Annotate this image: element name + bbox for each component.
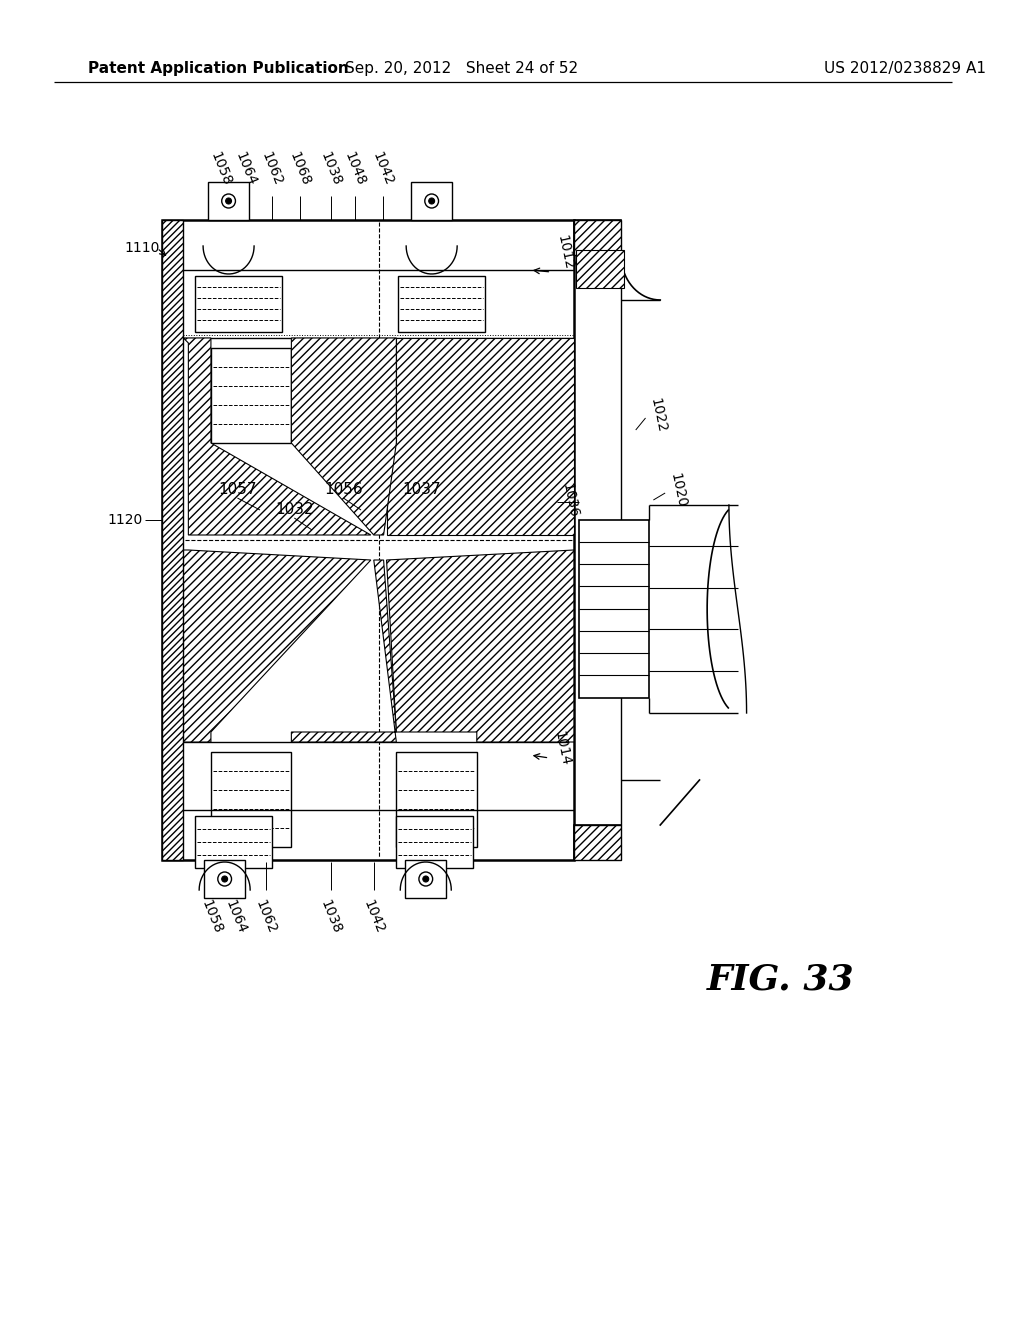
Text: 1038: 1038 xyxy=(317,150,344,187)
Text: 1058: 1058 xyxy=(208,150,233,187)
Circle shape xyxy=(222,876,227,882)
Text: 1022: 1022 xyxy=(647,396,669,434)
Text: 1064: 1064 xyxy=(233,150,259,187)
Circle shape xyxy=(419,873,433,886)
Polygon shape xyxy=(183,338,371,535)
Text: 1062: 1062 xyxy=(253,898,279,936)
Text: 1058: 1058 xyxy=(199,898,225,936)
Text: 1014: 1014 xyxy=(551,730,572,767)
Text: 1048: 1048 xyxy=(342,150,369,187)
Polygon shape xyxy=(386,550,573,742)
Circle shape xyxy=(225,198,231,205)
Polygon shape xyxy=(292,560,396,742)
Text: 1042: 1042 xyxy=(360,898,387,936)
Bar xyxy=(211,752,292,847)
Bar xyxy=(579,520,649,698)
Bar xyxy=(396,816,473,869)
Polygon shape xyxy=(183,550,371,742)
Text: 1057: 1057 xyxy=(218,483,257,498)
Text: US 2012/0238829 A1: US 2012/0238829 A1 xyxy=(824,61,986,75)
Text: Patent Application Publication: Patent Application Publication xyxy=(88,61,349,75)
Bar xyxy=(573,825,621,861)
Bar xyxy=(396,348,477,444)
Text: 1068: 1068 xyxy=(287,150,313,187)
Polygon shape xyxy=(386,338,573,535)
Bar xyxy=(208,182,249,220)
Polygon shape xyxy=(573,825,621,861)
Text: 1120: 1120 xyxy=(106,513,142,527)
Text: 1020: 1020 xyxy=(667,471,688,508)
Bar xyxy=(406,861,446,898)
Text: Sep. 20, 2012   Sheet 24 of 52: Sep. 20, 2012 Sheet 24 of 52 xyxy=(344,61,578,75)
Text: 1037: 1037 xyxy=(402,483,441,498)
Text: 1032: 1032 xyxy=(275,503,313,517)
Text: 1038: 1038 xyxy=(317,898,344,936)
Bar xyxy=(196,816,271,869)
Bar xyxy=(196,276,282,333)
Bar xyxy=(396,752,477,847)
Text: 1062: 1062 xyxy=(259,150,285,187)
Bar xyxy=(411,182,453,220)
Text: 1056: 1056 xyxy=(324,483,362,498)
Text: 1064: 1064 xyxy=(222,898,249,936)
Text: 1042: 1042 xyxy=(370,150,395,187)
Polygon shape xyxy=(292,338,396,535)
Text: FIG. 33: FIG. 33 xyxy=(707,964,854,997)
Circle shape xyxy=(218,873,231,886)
Text: 1036: 1036 xyxy=(559,482,581,519)
Bar xyxy=(162,220,183,861)
Bar xyxy=(204,861,246,898)
Bar xyxy=(398,276,484,333)
Bar xyxy=(573,220,621,255)
Polygon shape xyxy=(573,220,621,255)
Text: 1110: 1110 xyxy=(125,242,160,255)
Circle shape xyxy=(222,194,236,209)
Circle shape xyxy=(425,194,438,209)
Bar xyxy=(575,249,624,288)
Bar xyxy=(211,348,292,444)
Text: 1012: 1012 xyxy=(554,234,575,271)
Circle shape xyxy=(423,876,429,882)
Bar xyxy=(162,220,573,861)
Circle shape xyxy=(429,198,434,205)
